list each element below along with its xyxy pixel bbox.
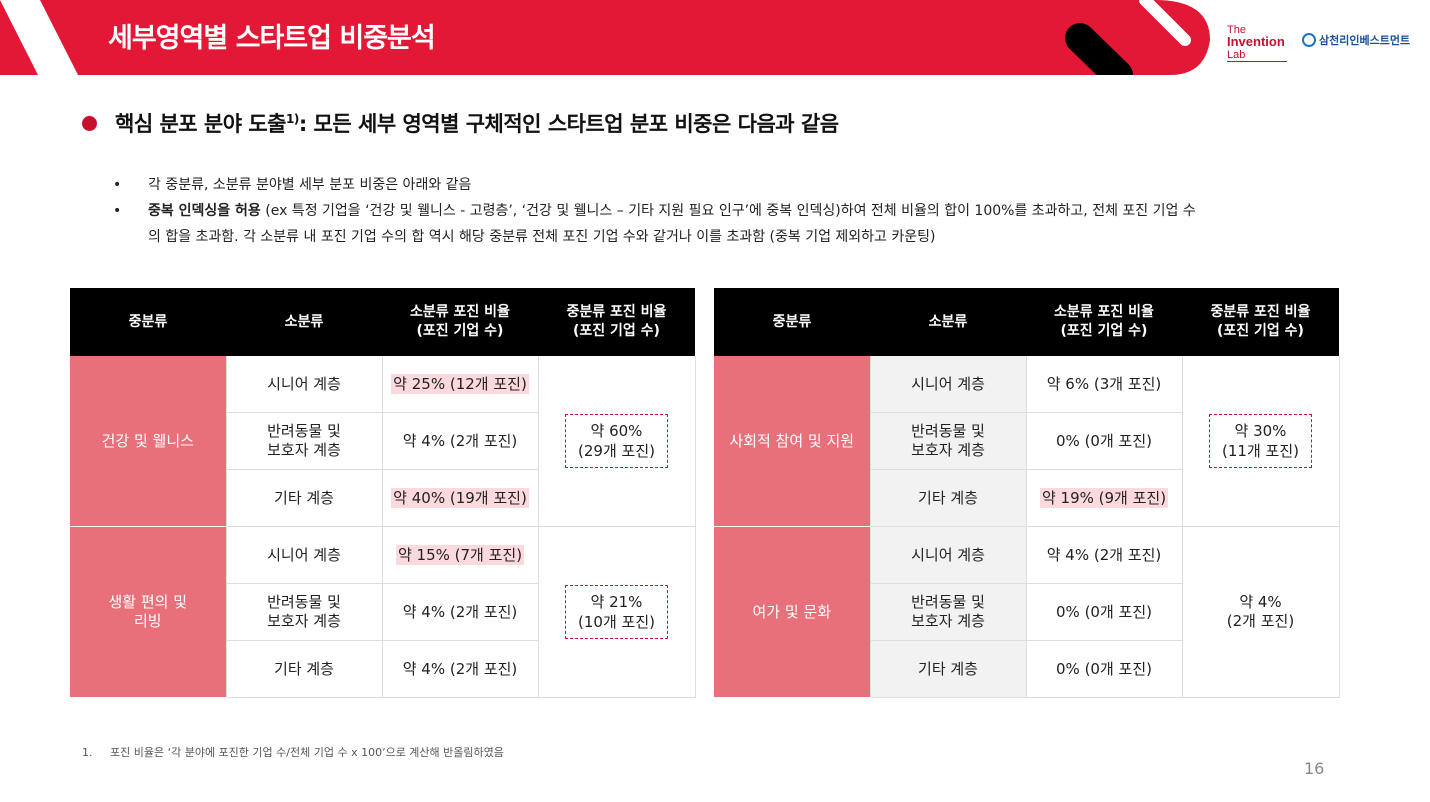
highlighted-value: 약 40% (19개 포진) xyxy=(391,487,529,508)
sub-ratio-cell: 약 4% (2개 포진) xyxy=(1026,526,1183,584)
sub-category-cell: 시니어 계층 xyxy=(870,356,1027,413)
bullet-list: • 각 중분류, 소분류 분야별 세부 분포 비중은 아래와 같음 • 중복 인… xyxy=(113,172,1313,250)
table-row: 반려동물 및 보호자 계층 0% (0개 포진) xyxy=(714,412,1339,470)
header-background xyxy=(0,0,1210,75)
mid-ratio-cell: 약 60% (29개 포진) xyxy=(538,356,696,527)
table-row: 기타 계층 약 19% (9개 포진) xyxy=(714,469,1339,527)
bullet-item: • 중복 인덱싱을 허용 (ex 특정 기업을 ‘건강 및 웰니스 - 고령층’… xyxy=(113,198,1313,224)
table-row: 반려동물 및 보호자 계층 약 4% (2개 포진) xyxy=(70,412,695,470)
bullet-item: • 각 중분류, 소분류 분야별 세부 분포 비중은 아래와 같음 xyxy=(113,172,1313,198)
bullet-text: 각 중분류, 소분류 분야별 세부 분포 비중은 아래와 같음 xyxy=(148,177,472,193)
sub-category-cell: 기타 계층 xyxy=(226,640,383,698)
table-row: 사회적 참여 및 지원 시니어 계층 약 6% (3개 포진) 약 30% (11… xyxy=(714,356,1340,527)
sub-category-cell: 기타 계층 xyxy=(870,469,1027,527)
mid-category-cell: 사회적 참여 및 지원 xyxy=(714,356,871,527)
highlighted-value: 약 25% (12개 포진) xyxy=(391,373,529,394)
sub-category-cell: 기타 계층 xyxy=(870,640,1027,698)
bullet-continuation: 의 합을 초과함. 각 소분류 내 포진 기업 수의 합 역시 해당 중분류 전… xyxy=(113,224,1313,250)
sub-ratio-cell: 약 40% (19개 포진) xyxy=(382,469,539,527)
table-row: 여가 및 문화 시니어 계층 약 4% (2개 포진) 약 4% (2개 포진) xyxy=(714,526,1340,698)
mid-category-cell: 여가 및 문화 xyxy=(714,526,871,698)
table-header-row: 중분류 소분류 소분류 포진 비율 (포진 기업 수) 중분류 포진 비율 (포진 … xyxy=(70,288,695,356)
sub-ratio-cell: 약 4% (2개 포진) xyxy=(382,583,539,641)
sub-category-cell: 반려동물 및 보호자 계층 xyxy=(870,583,1027,641)
page-title: 세부영역별 스타트업 비중분석 xyxy=(108,23,436,54)
header-mid: 중분류 xyxy=(714,288,870,356)
header-mid-ratio: 중분류 포진 비율 (포진 기업 수) xyxy=(538,288,695,356)
header-sub: 소분류 xyxy=(226,288,382,356)
sub-category-cell: 시니어 계층 xyxy=(226,356,383,413)
bullet-dot: • xyxy=(113,203,122,219)
sub-ratio-cell: 0% (0개 포진) xyxy=(1026,583,1183,641)
headline: 핵심 분포 분야 도출1): 모든 세부 영역별 구체적인 스타트업 분포 비중… xyxy=(82,108,839,138)
sub-category-cell: 반려동물 및 보호자 계층 xyxy=(226,583,383,641)
sub-ratio-cell: 0% (0개 포진) xyxy=(1026,412,1183,470)
invention-lab-logo: The Invention Lab xyxy=(1227,24,1287,62)
header-banner: 세부영역별 스타트업 비중분석 The Invention Lab 삼천리인베스… xyxy=(0,0,1430,75)
mid-category-cell: 건강 및 웰니스 xyxy=(70,356,227,527)
right-distribution-table: 중분류 소분류 소분류 포진 비율 (포진 기업 수) 중분류 포진 비율 (포진 … xyxy=(714,288,1340,698)
samchully-logo-icon xyxy=(1302,33,1316,47)
header-sub: 소분류 xyxy=(870,288,1026,356)
header-sub-ratio: 소분류 포진 비율 (포진 기업 수) xyxy=(382,288,538,356)
mid-ratio-cell: 약 21% (10개 포진) xyxy=(538,526,696,698)
table-row: 기타 계층 약 40% (19개 포진) xyxy=(70,469,695,527)
bullet-dot: • xyxy=(113,177,122,193)
headline-bold: 핵심 분포 분야 xyxy=(115,112,242,136)
bullet-text: 중복 인덱싱을 허용 (ex 특정 기업을 ‘건강 및 웰니스 - 고령층’, … xyxy=(148,198,1196,224)
logo-line-3: Lab xyxy=(1227,49,1287,62)
logo-line-1: The xyxy=(1227,24,1246,36)
left-distribution-table: 중분류 소분류 소분류 포진 비율 (포진 기업 수) 중분류 포진 비율 (포진 … xyxy=(70,288,696,698)
headline-rest: : 모든 세부 영역별 구체적인 스타트업 분포 비중은 다음과 같음 xyxy=(298,112,839,136)
sub-ratio-cell: 약 4% (2개 포진) xyxy=(382,640,539,698)
mid-ratio-cell: 약 30% (11개 포진) xyxy=(1182,356,1340,527)
footnote: 1. 포진 비율은 ‘각 분야에 포진한 기업 수/전체 기업 수 x 100’으… xyxy=(82,744,504,760)
bullet-bold: 중복 인덱싱을 허용 xyxy=(148,203,261,219)
table-row: 반려동물 및 보호자 계층 0% (0개 포진) xyxy=(714,583,1339,641)
mid-category-cell: 생활 편의 및 리빙 xyxy=(70,526,227,698)
table-header-row: 중분류 소분류 소분류 포진 비율 (포진 기업 수) 중분류 포진 비율 (포진 … xyxy=(714,288,1339,356)
headline-text: 핵심 분포 분야 도출1): 모든 세부 영역별 구체적인 스타트업 분포 비중… xyxy=(115,108,839,138)
total-box: 약 21% (10개 포진) xyxy=(565,585,668,639)
mid-ratio-cell: 약 4% (2개 포진) xyxy=(1182,526,1340,698)
sub-category-cell: 반려동물 및 보호자 계층 xyxy=(870,412,1027,470)
highlighted-value: 약 19% (9개 포진) xyxy=(1039,487,1169,508)
table-row: 기타 계층 0% (0개 포진) xyxy=(714,640,1339,698)
bullet-text: 의 합을 초과함. 각 소분류 내 포진 기업 수의 합 역시 해당 중분류 전… xyxy=(148,229,936,245)
total-box: 약 60% (29개 포진) xyxy=(565,414,668,468)
highlighted-value: 약 15% (7개 포진) xyxy=(395,544,525,565)
page-number: 16 xyxy=(1304,759,1325,778)
sub-category-cell: 기타 계층 xyxy=(226,469,383,527)
sub-ratio-cell: 약 6% (3개 포진) xyxy=(1026,356,1183,413)
headline-part: 도출 xyxy=(248,112,286,136)
samchully-logo: 삼천리인베스트먼트 xyxy=(1302,32,1410,48)
bullet-rest: (ex 특정 기업을 ‘건강 및 웰니스 - 고령층’, ‘건강 및 웰니스 –… xyxy=(260,203,1196,219)
sub-category-cell: 시니어 계층 xyxy=(226,526,383,584)
header-mid-ratio: 중분류 포진 비율 (포진 기업 수) xyxy=(1182,288,1339,356)
table-row: 기타 계층 약 4% (2개 포진) xyxy=(70,640,695,698)
footnote-number: 1. xyxy=(82,746,93,759)
sub-ratio-cell: 약 25% (12개 포진) xyxy=(382,356,539,413)
header-mid: 중분류 xyxy=(70,288,226,356)
footnote-text: 포진 비율은 ‘각 분야에 포진한 기업 수/전체 기업 수 x 100’으로 … xyxy=(110,746,504,759)
logo-line-2: Invention xyxy=(1227,34,1285,49)
sub-ratio-cell: 약 4% (2개 포진) xyxy=(382,412,539,470)
sub-ratio-cell: 0% (0개 포진) xyxy=(1026,640,1183,698)
sub-category-cell: 시니어 계층 xyxy=(870,526,1027,584)
total-box: 약 30% (11개 포진) xyxy=(1209,414,1312,468)
table-row: 생활 편의 및 리빙 시니어 계층 약 15% (7개 포진) 약 21% (10개… xyxy=(70,526,696,698)
red-bullet-icon xyxy=(82,115,97,131)
table-row: 건강 및 웰니스 시니어 계층 약 25% (12개 포진) 약 60% (29개… xyxy=(70,356,696,527)
header-sub-ratio: 소분류 포진 비율 (포진 기업 수) xyxy=(1026,288,1182,356)
sub-ratio-cell: 약 15% (7개 포진) xyxy=(382,526,539,584)
sub-category-cell: 반려동물 및 보호자 계층 xyxy=(226,412,383,470)
table-row: 반려동물 및 보호자 계층 약 4% (2개 포진) xyxy=(70,583,695,641)
samchully-logo-text: 삼천리인베스트먼트 xyxy=(1319,35,1411,47)
sub-ratio-cell: 약 19% (9개 포진) xyxy=(1026,469,1183,527)
footnote-ref: 1) xyxy=(286,112,299,126)
